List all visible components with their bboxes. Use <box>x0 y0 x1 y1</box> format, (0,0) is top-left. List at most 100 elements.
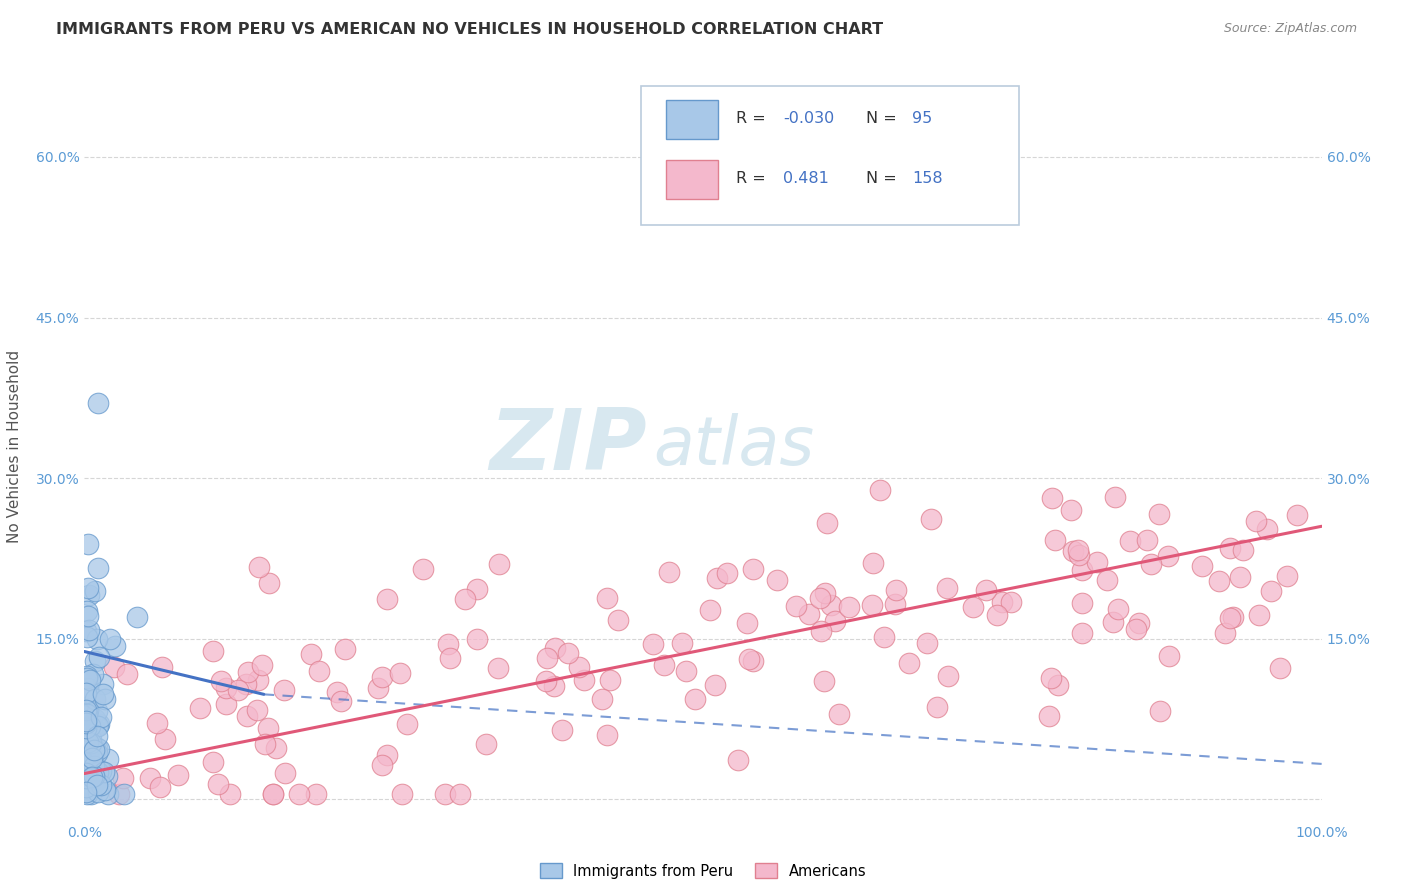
Point <box>915 636 938 650</box>
Point <box>246 703 269 717</box>
Point <box>1040 491 1063 506</box>
Point <box>1060 502 1083 516</box>
Point <box>76 769 98 783</box>
Point <box>486 661 509 675</box>
Point <box>288 787 311 801</box>
Point <box>1062 543 1084 558</box>
Point <box>83 654 105 668</box>
Point <box>86 741 108 756</box>
Point <box>82 666 104 681</box>
Point <box>75 715 97 730</box>
Point <box>75 703 97 717</box>
Point <box>1095 573 1118 587</box>
Point <box>1045 533 1067 547</box>
Point <box>333 642 356 657</box>
Point <box>706 571 728 585</box>
Point <box>488 557 510 571</box>
Point <box>98 632 121 647</box>
Point <box>273 682 295 697</box>
Text: atlas: atlas <box>654 413 814 479</box>
Point <box>77 758 100 772</box>
Point <box>215 681 238 695</box>
Point <box>741 562 763 576</box>
Point <box>727 753 749 767</box>
Point <box>1070 625 1092 640</box>
Point <box>207 777 229 791</box>
Point <box>76 609 98 624</box>
Point <box>76 604 98 618</box>
Point <box>1069 548 1091 562</box>
Point <box>235 677 257 691</box>
Point <box>84 712 107 726</box>
Point <box>103 659 125 673</box>
Point <box>89 742 111 756</box>
Point <box>1157 648 1180 663</box>
Point <box>84 774 107 789</box>
Point <box>572 673 595 687</box>
Point <box>1285 508 1308 523</box>
Point <box>683 691 706 706</box>
Point <box>77 588 100 602</box>
Point <box>1256 522 1278 536</box>
Point <box>83 691 105 706</box>
Point <box>1260 584 1282 599</box>
Point <box>76 706 98 721</box>
Point <box>96 769 118 783</box>
Point <box>1232 543 1254 558</box>
Point <box>76 681 98 695</box>
Point <box>80 770 103 784</box>
Point <box>254 737 277 751</box>
Point <box>238 665 260 679</box>
Text: N =: N = <box>866 171 903 186</box>
Point <box>326 685 349 699</box>
Point <box>94 782 117 797</box>
Point <box>299 647 322 661</box>
Point <box>1039 671 1062 685</box>
Point <box>87 718 110 732</box>
Point <box>75 771 97 785</box>
Point <box>1067 543 1090 558</box>
Point <box>974 582 997 597</box>
Point <box>75 714 97 728</box>
Point <box>93 765 115 780</box>
Point <box>75 778 97 792</box>
Point <box>262 787 284 801</box>
Point <box>83 742 105 756</box>
Point <box>84 741 107 756</box>
Point <box>869 483 891 498</box>
Point <box>550 723 572 737</box>
Point <box>75 738 97 752</box>
Point <box>111 771 134 785</box>
Point <box>1101 615 1123 630</box>
Point <box>79 673 101 688</box>
Text: ZIP: ZIP <box>489 404 647 488</box>
Point <box>80 787 103 801</box>
Point <box>536 650 558 665</box>
Text: IMMIGRANTS FROM PERU VS AMERICAN NO VEHICLES IN HOUSEHOLD CORRELATION CHART: IMMIGRANTS FROM PERU VS AMERICAN NO VEHI… <box>56 22 883 37</box>
Point <box>897 656 920 670</box>
Point <box>862 556 884 570</box>
Point <box>76 669 98 683</box>
Point <box>87 561 110 575</box>
Point <box>247 673 270 687</box>
Point <box>305 787 328 801</box>
Point <box>97 752 120 766</box>
Point <box>76 765 98 780</box>
Point <box>925 700 948 714</box>
Point <box>1136 533 1159 548</box>
Point <box>1125 622 1147 636</box>
Point <box>90 778 112 792</box>
Point <box>534 673 557 688</box>
Point <box>370 670 392 684</box>
Point <box>808 591 831 605</box>
Point <box>699 603 721 617</box>
Point <box>90 710 112 724</box>
Point <box>557 646 579 660</box>
Point <box>82 720 104 734</box>
Text: 0.481: 0.481 <box>783 171 830 186</box>
Point <box>77 748 100 763</box>
Point <box>139 771 162 785</box>
Point <box>1000 595 1022 609</box>
Point <box>75 721 97 735</box>
Point <box>82 750 104 764</box>
